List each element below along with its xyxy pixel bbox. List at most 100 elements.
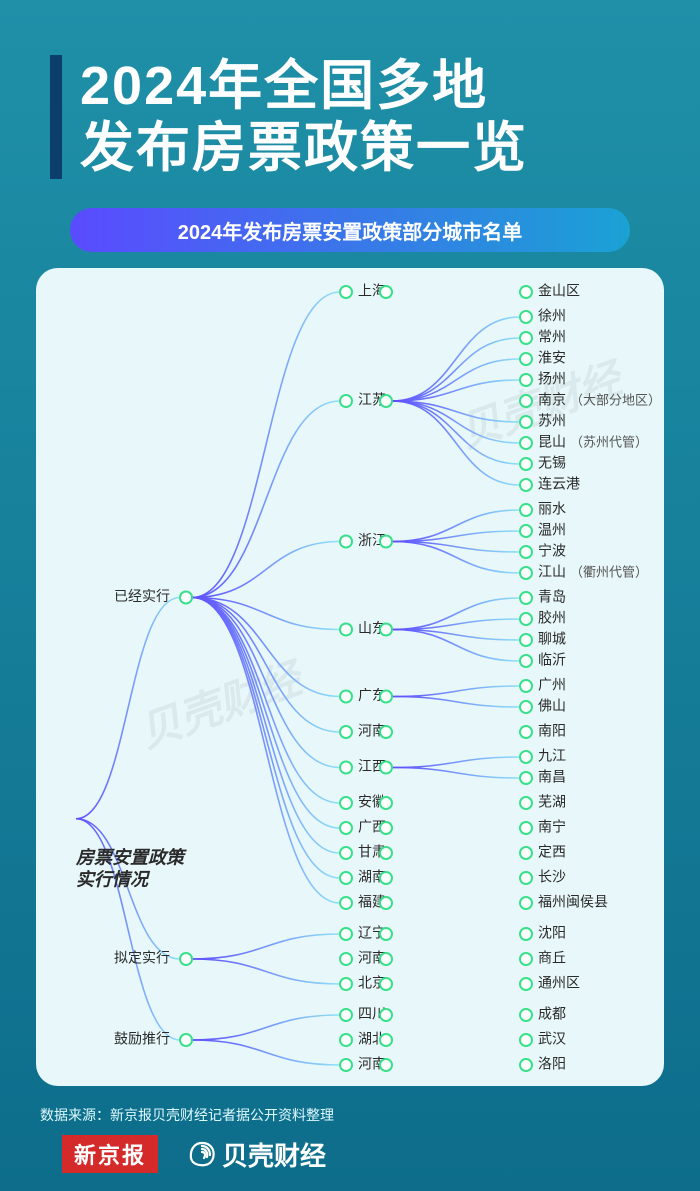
tree-node-dot — [520, 872, 532, 884]
xinjingbao-badge: 新京报 — [62, 1135, 158, 1173]
tree-node-dot — [520, 286, 532, 298]
watermark: 贝壳财经 — [133, 653, 312, 756]
tree-node-dot — [520, 504, 532, 516]
city-label: 江山 — [538, 564, 566, 580]
tree-node-dot — [520, 726, 532, 738]
tree-node-dot — [180, 953, 192, 965]
tree-node-dot — [380, 762, 392, 774]
footer-brands: 新京报 贝壳财经 — [62, 1135, 326, 1173]
tree-node-dot — [520, 751, 532, 763]
tree-node-dot — [380, 624, 392, 636]
tree-node-dot — [520, 680, 532, 692]
tree-node-dot — [520, 395, 532, 407]
tree-node-dot — [520, 525, 532, 537]
tree-node-dot — [380, 928, 392, 940]
city-label: 成都 — [538, 1006, 566, 1022]
city-label: 宁波 — [538, 543, 566, 559]
tree-node-dot — [380, 872, 392, 884]
tree-node-dot — [380, 395, 392, 407]
city-label: 常州 — [538, 329, 566, 345]
tree-node-dot — [340, 928, 352, 940]
tree-node-dot — [180, 592, 192, 604]
title-line-2: 发布房票政策一览 — [80, 117, 528, 179]
tree-node-dot — [340, 953, 352, 965]
city-label: 南昌 — [538, 769, 566, 785]
city-label: 徐州 — [538, 308, 566, 324]
tree-node-dot — [520, 978, 532, 990]
status-label: 鼓励推行 — [114, 1031, 170, 1047]
tree-node-dot — [380, 797, 392, 809]
city-label: 洛阳 — [538, 1056, 566, 1072]
tree-node-dot — [520, 847, 532, 859]
tree-node-dot — [340, 872, 352, 884]
city-label: 通州区 — [538, 975, 580, 991]
tree-node-dot — [520, 897, 532, 909]
tree-node-dot — [520, 458, 532, 470]
tree-node-dot — [380, 536, 392, 548]
city-label: 临沂 — [538, 652, 566, 668]
tree-edge — [392, 757, 520, 768]
tree-node-dot — [380, 822, 392, 834]
city-label: 青岛 — [538, 589, 566, 605]
beike-label: 贝壳财经 — [222, 1136, 326, 1173]
tree-node-dot — [380, 847, 392, 859]
tree-node-dot — [340, 1009, 352, 1021]
tree-node-dot — [380, 978, 392, 990]
city-label: 扬州 — [538, 371, 566, 387]
city-note: （大部分地区） — [570, 392, 661, 407]
tree-node-dot — [380, 1034, 392, 1046]
city-label: 苏州 — [538, 413, 566, 429]
tree-node-dot — [340, 286, 352, 298]
main-title: 2024年全国多地 发布房票政策一览 — [80, 55, 528, 179]
tree-node-dot — [380, 286, 392, 298]
city-label: 九江 — [538, 748, 566, 764]
city-label: 广州 — [538, 677, 566, 693]
city-label: 淮安 — [538, 350, 566, 366]
city-note: （衢州代管） — [570, 564, 648, 579]
city-label: 福州闽侯县 — [538, 894, 608, 910]
tree-node-dot — [380, 691, 392, 703]
tree-node-dot — [340, 897, 352, 909]
status-label: 已经实行 — [114, 588, 170, 604]
tree-node-dot — [520, 1034, 532, 1046]
subtitle-text: 2024年发布房票安置政策部分城市名单 — [178, 216, 523, 245]
tree-node-dot — [520, 592, 532, 604]
tree-root-label: 实行情况 — [76, 870, 151, 890]
city-label: 南宁 — [538, 819, 566, 835]
tree-node-dot — [520, 311, 532, 323]
city-label: 金山区 — [538, 283, 580, 299]
tree-node-dot — [520, 1059, 532, 1071]
tree-node-dot — [340, 847, 352, 859]
status-label: 拟定实行 — [114, 950, 170, 966]
source-line: 数据来源：新京报贝壳财经记者据公开资料整理 — [40, 1105, 334, 1125]
tree-node-dot — [520, 374, 532, 386]
tree-node-dot — [380, 897, 392, 909]
city-label: 昆山 — [538, 434, 566, 450]
tree-node-dot — [380, 726, 392, 738]
tree-edge — [392, 768, 520, 779]
tree-node-dot — [340, 978, 352, 990]
tree-edge — [192, 1015, 340, 1040]
source-text: 数据来源：新京报贝壳财经记者据公开资料整理 — [40, 1107, 334, 1123]
city-label: 长沙 — [538, 869, 566, 885]
tree-node-dot — [520, 655, 532, 667]
city-label: 商丘 — [538, 950, 566, 966]
tree-edge — [392, 317, 520, 401]
tree-node-dot — [520, 567, 532, 579]
city-label: 温州 — [538, 522, 566, 538]
tree-node-dot — [340, 726, 352, 738]
tree-edge — [192, 598, 340, 904]
tree-node-dot — [520, 953, 532, 965]
tree-node-dot — [520, 416, 532, 428]
tree-node-dot — [520, 479, 532, 491]
tree-node-dot — [520, 437, 532, 449]
subtitle-pill: 2024年发布房票安置政策部分城市名单 — [70, 208, 630, 252]
city-label: 胶州 — [538, 610, 566, 626]
tree-panel: 贝壳财经贝壳财经房票安置政策实行情况已经实行拟定实行鼓励推行上海江苏浙江山东广东… — [36, 268, 664, 1086]
tree-node-dot — [340, 624, 352, 636]
title-line-1: 2024年全国多地 — [80, 55, 528, 117]
city-label: 连云港 — [538, 476, 580, 492]
tree-node-dot — [520, 546, 532, 558]
tree-node-dot — [180, 1034, 192, 1046]
tree-node-dot — [380, 953, 392, 965]
